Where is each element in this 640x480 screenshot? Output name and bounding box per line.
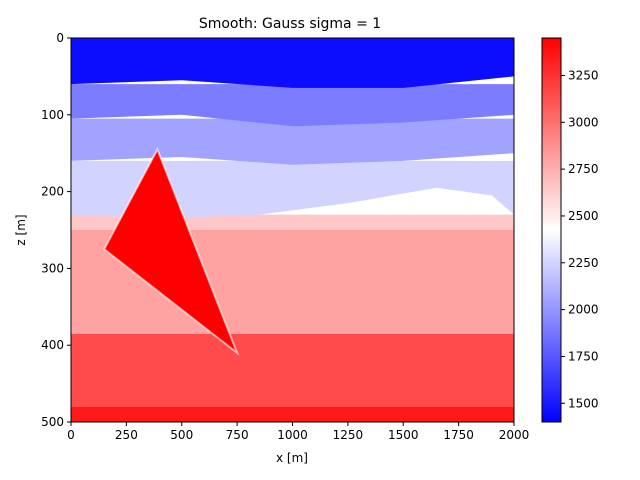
colorbar-axis: 1500 1750 2000 2250 2500 2750 3000 3250 [561, 68, 599, 410]
x-tick-label: 750 [226, 428, 249, 442]
x-tick-label: 1750 [443, 428, 474, 442]
high-velocity-body [102, 147, 240, 356]
colorbar-tick-label: 1750 [568, 349, 599, 363]
x-tick-label: 1500 [388, 428, 419, 442]
layer-0 [71, 38, 514, 88]
layer-7 [71, 406, 514, 422]
x-tick-label: 2000 [499, 428, 530, 442]
y-tick-label: 400 [41, 338, 64, 352]
x-tick-label: 1250 [333, 428, 364, 442]
colorbar-tick-label: 2250 [568, 256, 599, 270]
y-tick-label: 0 [56, 31, 64, 45]
x-tick-label: 1000 [277, 428, 308, 442]
x-axis-label: x [m] [276, 451, 308, 465]
x-axis: 0 250 500 750 1000 1250 1500 1750 2000 [67, 422, 529, 442]
colorbar-tick-label: 3250 [568, 68, 599, 82]
colorbar [541, 37, 562, 423]
colorbar-tick-label: 2500 [568, 209, 599, 223]
y-axis: 0 100 200 300 400 500 [41, 31, 71, 429]
x-tick-label: 250 [115, 428, 138, 442]
y-axis-label: z [m] [14, 214, 28, 245]
velocity-heatmap [71, 38, 514, 422]
layer-6 [71, 333, 514, 407]
y-tick-label: 100 [41, 108, 64, 122]
y-tick-label: 500 [41, 415, 64, 429]
chart-title: Smooth: Gauss sigma = 1 [199, 16, 381, 32]
colorbar-tick-label: 2750 [568, 162, 599, 176]
layer-1 [71, 84, 514, 127]
colorbar-tick-label: 1500 [568, 396, 599, 410]
layer-2 [71, 118, 514, 165]
y-tick-label: 300 [41, 261, 64, 275]
colorbar-tick-label: 3000 [568, 115, 599, 129]
y-tick-label: 200 [41, 185, 64, 199]
x-tick-label: 500 [170, 428, 193, 442]
layer-3 [71, 160, 514, 219]
colorbar-tick-label: 2000 [568, 303, 599, 317]
x-tick-label: 0 [67, 428, 75, 442]
